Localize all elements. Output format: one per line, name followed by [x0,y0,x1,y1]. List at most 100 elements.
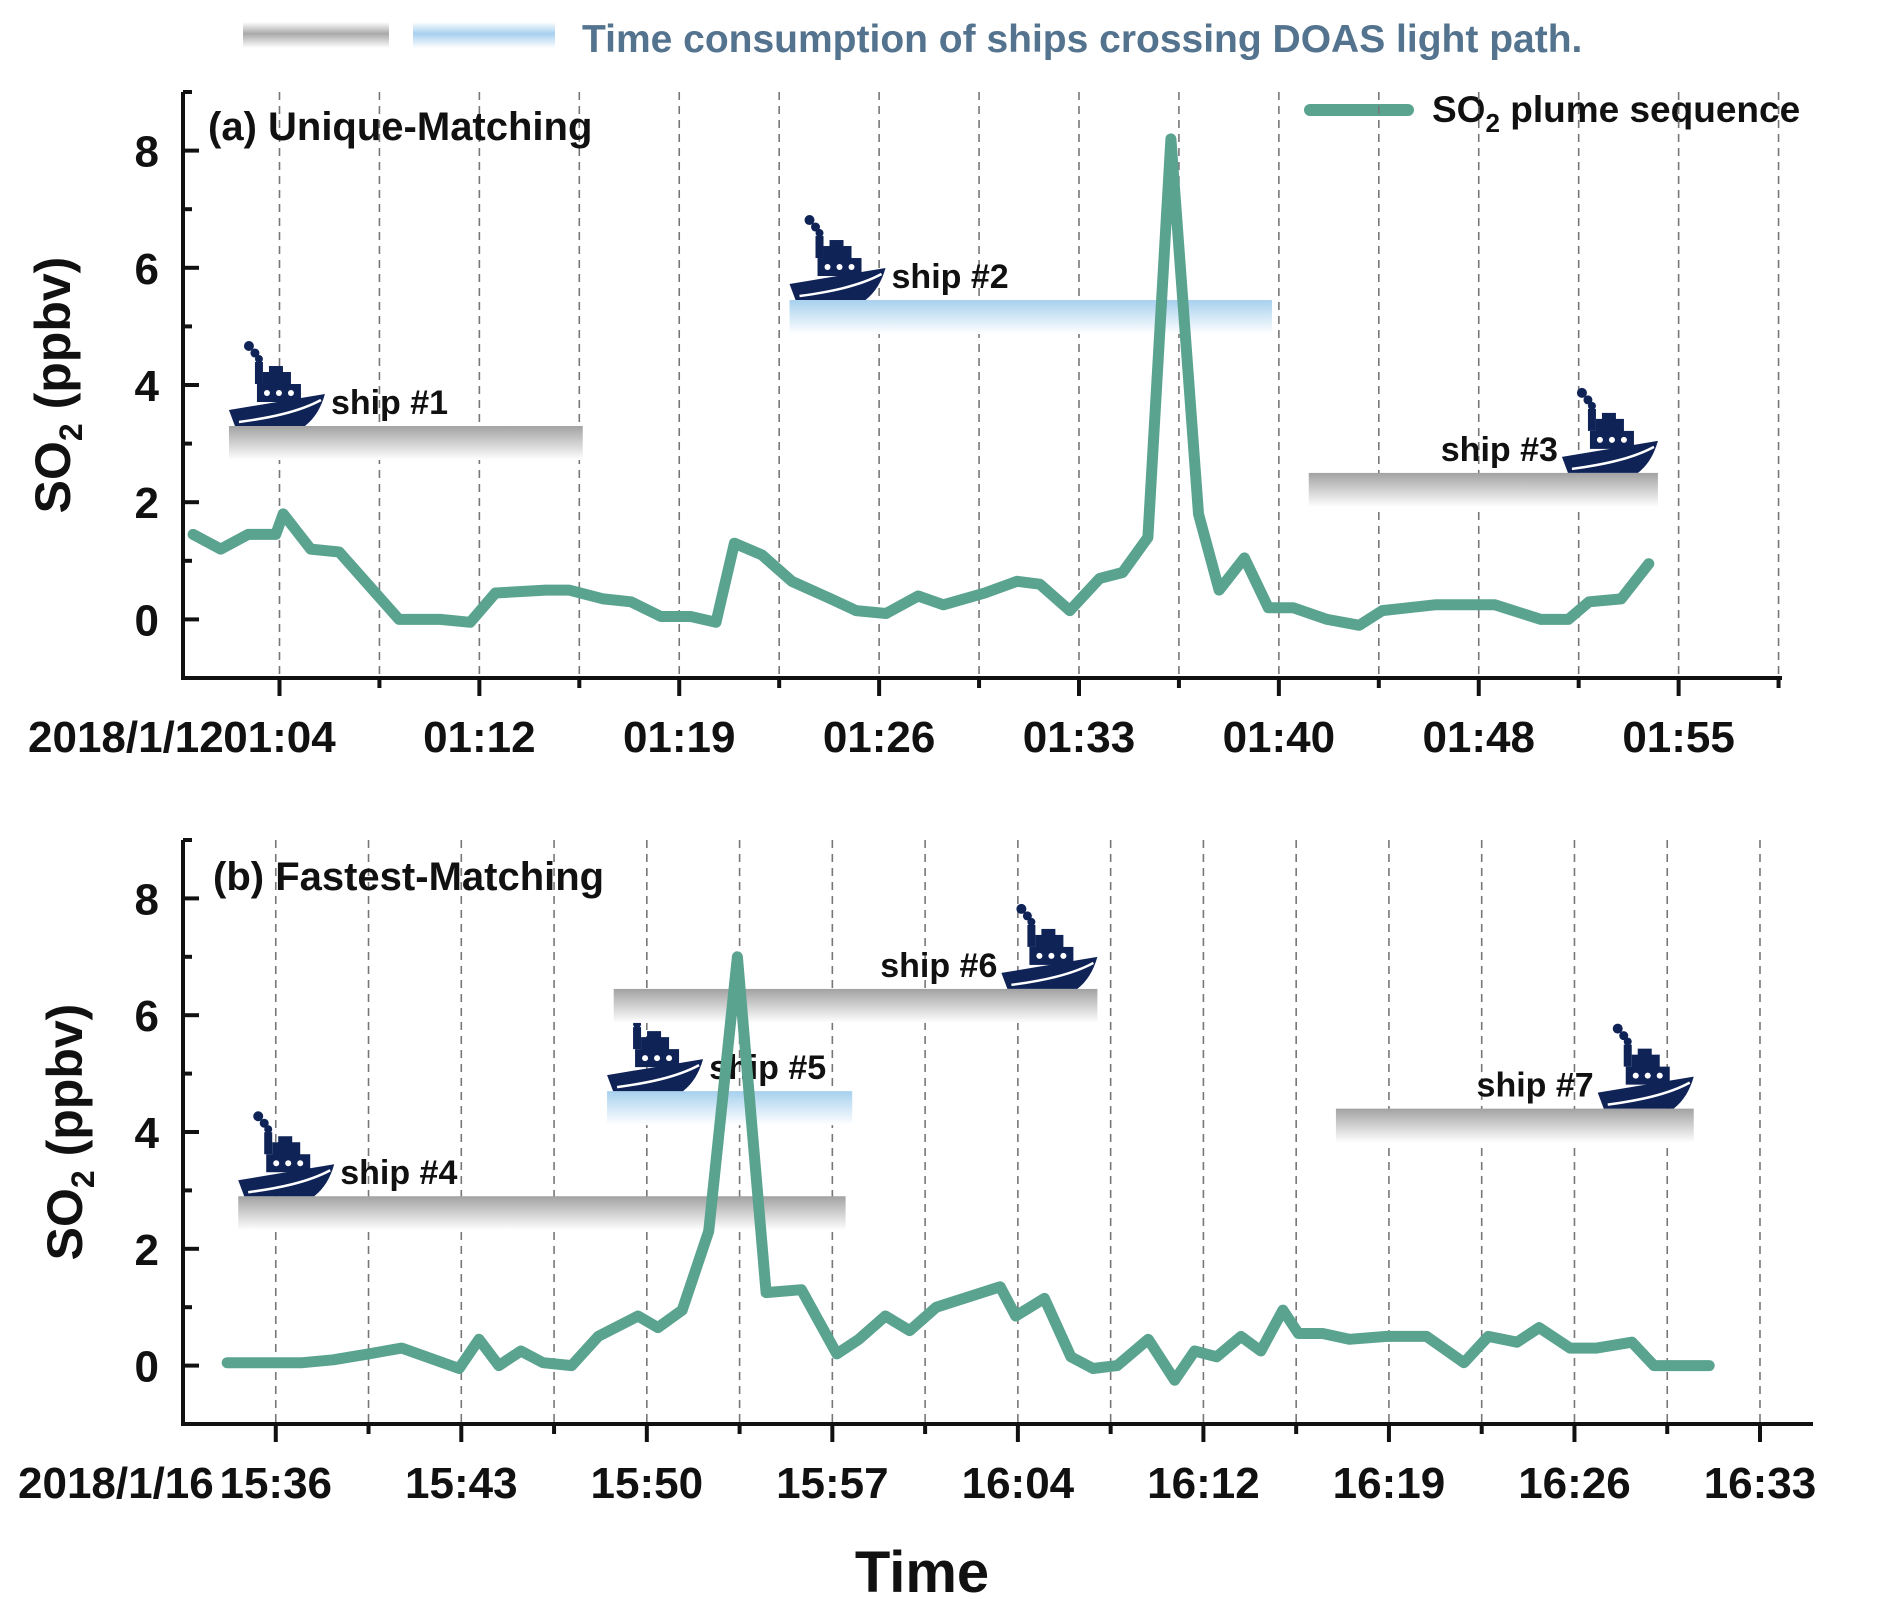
x-ticks: 15:36 15:43 15:50 15:57 16:04 16:12 16:19 16:26… [18,1424,1816,1508]
data-point [1196,512,1200,516]
x-tick-label: 01:04 [223,713,336,762]
ship-label: ship #6 [880,947,997,985]
data-point [1115,1364,1119,1368]
data-point [1652,1364,1656,1368]
x-tick-label: 15:43 [405,1459,518,1508]
data-point [1169,137,1173,141]
data-point [1121,571,1125,575]
ship-crossing-ship7: ship #7 [1335,1022,1695,1143]
data-point [916,594,920,598]
date-label: 2018/1/12 [28,713,224,762]
data-point [367,1352,371,1356]
data-point [219,547,223,551]
ship-icon [227,339,327,428]
data-point [570,1364,574,1368]
data-point [1038,582,1042,586]
data-point [1566,617,1570,621]
data-point [1587,600,1591,604]
data-point [1146,1337,1150,1341]
panel-a: ship #1 ship #2 ship #3 0 2 4 6 8 01:04 01:12 01:1… [25,90,1782,762]
data-point [1424,1334,1428,1338]
ship-crossings: ship #1 ship #2 ship #3 [227,213,1660,507]
data-point [941,603,945,607]
data-point [1014,1314,1018,1318]
data-point [760,553,764,557]
so2-series-points [191,137,1651,627]
ship-time-band [613,988,1098,1023]
data-point [309,547,313,551]
data-point [707,1229,711,1233]
data-point [1380,609,1384,613]
x-tick-label: 01:40 [1223,713,1336,762]
data-point [1239,1334,1243,1338]
data-point [857,1337,861,1341]
ship-time-band [1308,472,1658,507]
ship-time-band [607,1091,853,1126]
data-point [1068,609,1072,613]
data-point [497,1364,501,1368]
ship-label: ship #3 [1441,431,1558,469]
data-point [468,620,472,624]
ship-icon [236,1109,336,1198]
so2-series-line [187,133,1655,631]
data-point [337,550,341,554]
ship-icon [1560,386,1660,475]
data-point [1069,1355,1073,1359]
x-tick-label: 16:19 [1333,1459,1446,1508]
x-ticks: 01:04 01:12 01:19 01:26 01:33 01:40 01:48 01:55… [28,678,1781,762]
series-legend: SO2 plume sequence [1304,89,1800,138]
data-point [191,532,195,536]
data-point [1091,1367,1095,1371]
data-point [735,955,739,959]
data-point [1683,1364,1687,1368]
data-point [1462,1361,1466,1365]
ship-time-band [228,426,583,461]
y-tick-label: 6 [135,245,159,294]
ship-crossing-ship2: ship #2 [788,213,1272,335]
ship-icon [1000,902,1099,991]
x-tick-label: 01:55 [1622,713,1735,762]
y-tick-label: 2 [135,1226,159,1275]
data-point [274,532,278,536]
data-point [883,1314,887,1318]
data-point [1242,556,1246,560]
y-tick-label: 8 [135,128,159,177]
data-point [1595,1346,1599,1350]
ship-label: ship #1 [331,384,448,422]
data-point [1630,1340,1634,1344]
x-tick-label: 01:19 [623,713,736,762]
data-point [397,617,401,621]
x-tick-label: 16:26 [1518,1459,1631,1508]
data-point [225,1361,229,1365]
x-tick-label: 01:12 [423,713,536,762]
ship-crossing-ship4: ship #4 [236,1109,846,1231]
data-point [1486,1334,1490,1338]
data-point [799,1288,803,1292]
data-point [983,591,987,595]
y-axis-label: SO2 (ppbv) [25,257,89,514]
data-point [908,1329,912,1333]
x-tick-label: 15:36 [219,1459,332,1508]
data-point [835,1352,839,1356]
data-point [854,609,858,613]
data-point [457,1367,461,1371]
y-ticks: 0 2 4 6 8 [135,90,199,680]
y-ticks: 0 2 4 6 8 [135,838,199,1426]
data-point [1146,535,1150,539]
x-tick-label: 16:33 [1704,1459,1817,1508]
ship-icon [1596,1022,1695,1110]
data-point [1217,588,1221,592]
data-point [1515,1340,1519,1344]
data-point [680,1308,684,1312]
data-point [1291,606,1295,610]
ship-label: ship #7 [1477,1067,1594,1105]
ship-time-band [789,300,1272,335]
data-point [1215,1355,1219,1359]
data-point [493,591,497,595]
data-point [732,541,736,545]
panel-title: (a) Unique-Matching [208,105,592,149]
x-tick-label: 16:04 [962,1459,1075,1508]
data-point [998,1285,1002,1289]
